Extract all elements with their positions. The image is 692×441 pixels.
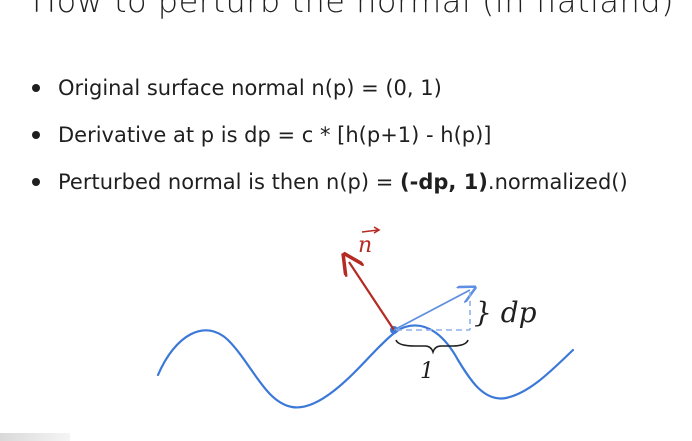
tangent-arrow: [393, 290, 470, 331]
unit-label: 1: [420, 359, 434, 384]
bullet-text: Original surface normal n(p) = (0, 1): [58, 75, 442, 100]
bullet-dot-icon: [32, 130, 40, 139]
corner-shadow: [0, 433, 70, 441]
bullet-derivative: Derivative at p is dp = c * [h(p+1) - h(…: [30, 111, 628, 158]
bullet-dot-icon: [32, 177, 40, 186]
bullet-text-post: .normalized(): [487, 169, 628, 194]
bullet-original-normal: Original surface normal n(p) = (0, 1): [30, 64, 628, 111]
bullet-text-bold: (-dp, 1): [400, 169, 488, 194]
normal-arrow: [349, 262, 395, 331]
normal-label-arrow-icon: [361, 226, 381, 234]
slide-title: How to perturb the normal (in flatland): [32, 0, 675, 20]
bullet-text: Derivative at p is dp = c * [h(p+1) - h(…: [58, 122, 492, 147]
unit-brace: [395, 339, 469, 355]
bullet-text-pre: Perturbed normal is then n(p) =: [58, 169, 401, 194]
bullet-perturbed-normal: Perturbed normal is then n(p) = (-dp, 1)…: [30, 158, 628, 205]
bullet-dot-icon: [32, 83, 40, 92]
bullet-list: Original surface normal n(p) = (0, 1) De…: [30, 64, 628, 205]
surface-curve: [156, 324, 575, 409]
perturbation-diagram: n } dp 1: [156, 226, 575, 409]
dp-label: } dp: [474, 296, 537, 329]
normal-label: n: [358, 233, 372, 258]
